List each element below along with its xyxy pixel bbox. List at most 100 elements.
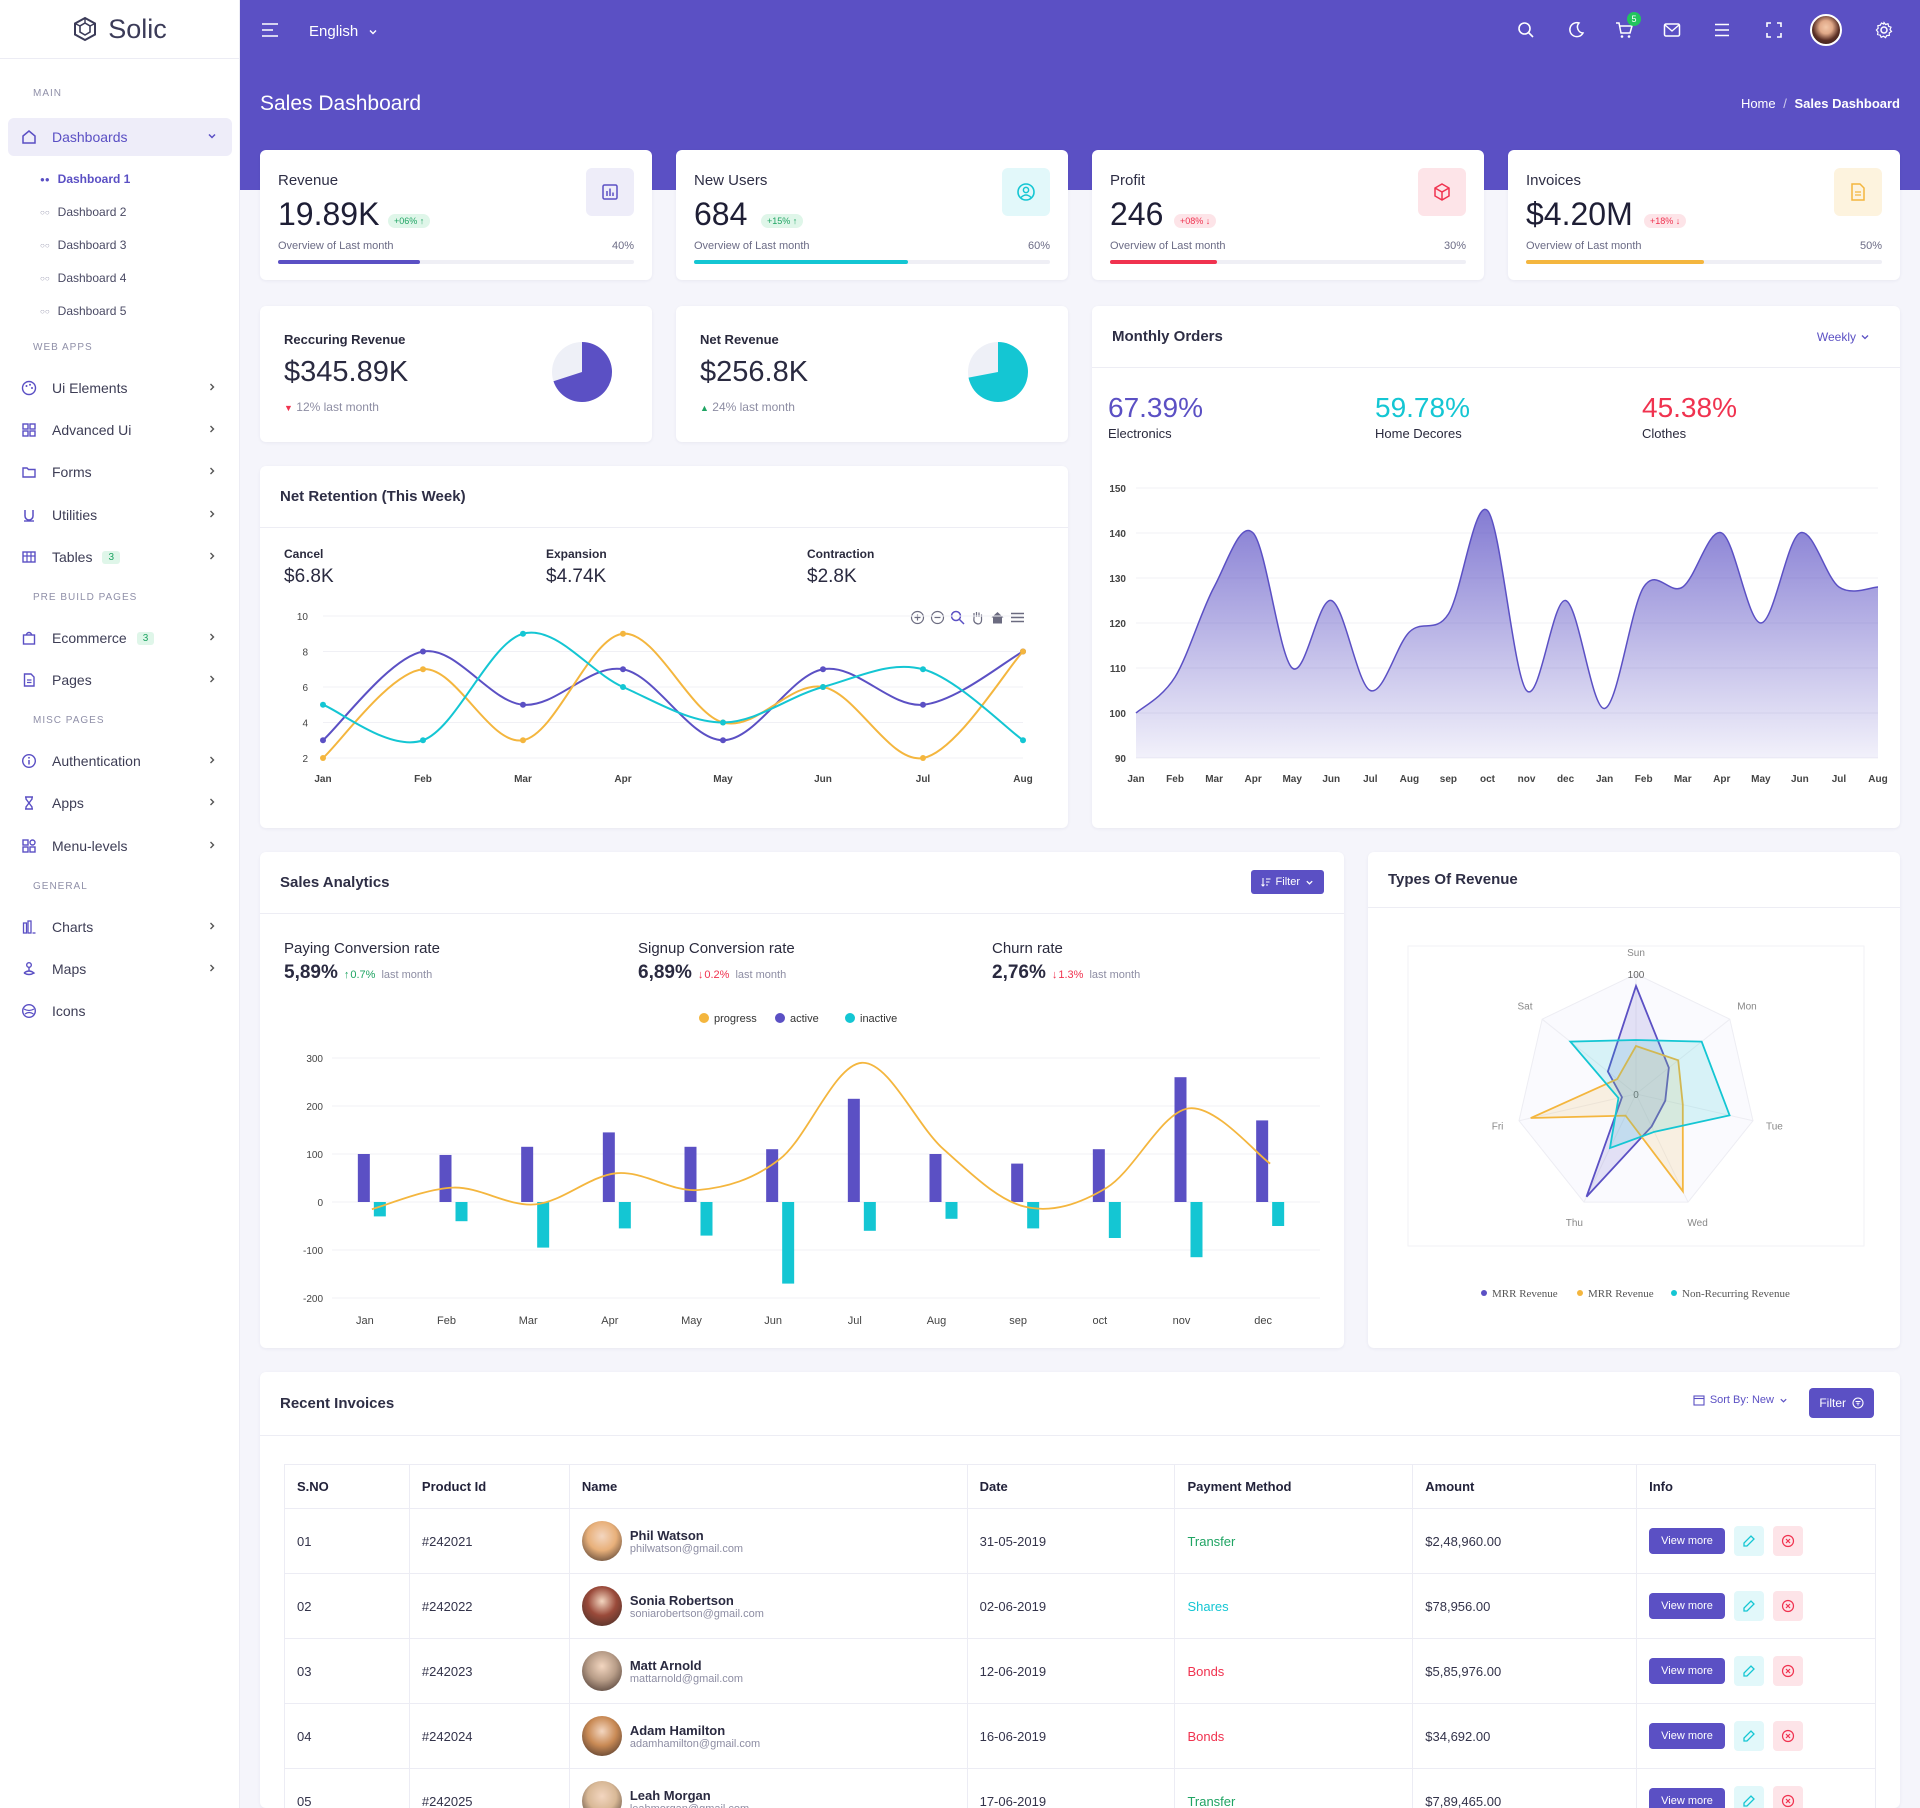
cell-name: Sonia Robertson soniarobertson@gmail.com xyxy=(569,1573,968,1639)
view-more-button[interactable]: View more xyxy=(1649,1593,1725,1619)
edit-icon[interactable] xyxy=(1733,1786,1764,1808)
edit-icon[interactable] xyxy=(1733,1591,1764,1621)
col-header: Date xyxy=(967,1464,1176,1509)
pie-slice xyxy=(968,342,1028,402)
bar-inactive xyxy=(1108,1202,1121,1238)
cell-payment-method: Bonds xyxy=(1174,1638,1414,1704)
app-name: Solic xyxy=(108,13,167,44)
sidebar-item-advanced-ui[interactable]: Advanced Ui xyxy=(8,411,232,449)
customer-email: mattarnold@gmail.com xyxy=(629,1672,744,1685)
kpi-progress-track xyxy=(278,260,634,264)
y-tick-label: 130 xyxy=(1109,574,1126,585)
arrow-down-icon: ▼ xyxy=(284,403,293,413)
edit-icon[interactable] xyxy=(1733,1656,1764,1686)
sidebar-subitem-dashboard-2[interactable]: ○○ Dashboard 2 xyxy=(40,205,126,219)
menu-toggle-icon[interactable] xyxy=(260,20,280,40)
search-icon[interactable] xyxy=(1516,20,1536,40)
table-header-row: S.NO Product Id Name Date Payment Method… xyxy=(284,1464,1876,1509)
radar-spoke xyxy=(1635,1093,1754,1122)
y-tick-label: 110 xyxy=(1110,664,1127,675)
view-more-button[interactable]: View more xyxy=(1649,1528,1725,1554)
recent-invoices-card: Recent Invoices Sort By: New Filter S.NO… xyxy=(260,1372,1900,1808)
sidebar-item-dashboards[interactable]: Dashboards xyxy=(8,118,232,156)
sidebar-item-ui-elements[interactable]: Ui Elements xyxy=(8,369,232,407)
data-point xyxy=(320,737,326,744)
sidebar-item-maps[interactable]: Maps xyxy=(8,950,232,988)
edit-icon[interactable] xyxy=(1733,1526,1764,1556)
filter-circle-icon xyxy=(1852,1397,1864,1409)
sidebar-subitem-dashboard-5[interactable]: ○○ Dashboard 5 xyxy=(40,304,126,318)
chevron-right-icon xyxy=(206,422,218,438)
mail-icon[interactable] xyxy=(1662,20,1682,40)
logo[interactable]: Solic xyxy=(0,0,239,59)
sidebar-subitem-dashboard-3[interactable]: ○○ Dashboard 3 xyxy=(40,238,126,252)
list-icon[interactable] xyxy=(1712,20,1732,40)
sidebar-subitem-dashboard-4[interactable]: ○○ Dashboard 4 xyxy=(40,271,126,285)
home-icon[interactable] xyxy=(990,610,1005,625)
sidebar-item-pages[interactable]: Pages xyxy=(8,661,232,699)
sidebar-item-label: Ui Elements xyxy=(52,380,128,396)
col-header: Amount xyxy=(1412,1464,1638,1509)
stat-change: 1.3% xyxy=(1058,969,1084,981)
radar-axis-label: Wed xyxy=(1687,1218,1707,1229)
sidebar-item-menu-levels[interactable]: Menu-levels xyxy=(8,827,232,865)
dot-icon: ●● xyxy=(40,174,50,184)
sidebar-item-utilities[interactable]: Utilities xyxy=(8,496,232,534)
cell-sno: 05 xyxy=(284,1768,410,1808)
sort-dropdown[interactable]: Sort By: New xyxy=(1693,1394,1788,1406)
sidebar-subitem-dashboard-1[interactable]: ●● Dashboard 1 xyxy=(40,172,130,186)
breadcrumb-home[interactable]: Home xyxy=(1740,96,1776,111)
section-main: MAIN xyxy=(33,88,62,99)
monthly-orders-chart: 90 100 110 120 130 140 150 Jan Feb Mar Apr May Jun Ju… xyxy=(1109,484,1887,785)
legend-marker xyxy=(1577,1290,1583,1296)
gear-icon[interactable] xyxy=(1874,20,1894,40)
view-more-button[interactable]: View more xyxy=(1649,1788,1725,1808)
view-more-button[interactable]: View more xyxy=(1649,1658,1725,1684)
filter-button[interactable]: Filter xyxy=(1250,870,1324,894)
card-note: 24% last month xyxy=(712,400,795,414)
monthly-orders-card: Monthly Orders Weekly 67.39% Electronics… xyxy=(1092,306,1900,828)
moon-icon[interactable] xyxy=(1566,20,1586,40)
weekly-dropdown[interactable]: Weekly xyxy=(1817,330,1870,344)
chevron-down-icon xyxy=(369,29,377,34)
sidebar-item-apps[interactable]: Apps xyxy=(8,784,232,822)
sidebar-item-tables[interactable]: Tables 3 xyxy=(8,538,232,576)
fullscreen-icon[interactable] xyxy=(1764,20,1784,40)
zoom-out-icon[interactable] xyxy=(930,610,945,625)
arrow-up-icon: ▲ xyxy=(700,403,709,413)
legend-label: inactive xyxy=(860,1013,897,1025)
data-point xyxy=(520,630,526,637)
delete-icon[interactable] xyxy=(1772,1656,1803,1686)
sidebar-item-authentication[interactable]: Authentication xyxy=(8,742,232,780)
button-label: Filter xyxy=(1275,876,1300,888)
x-tick-label: Jan xyxy=(1596,774,1613,785)
menu-icon[interactable] xyxy=(1010,610,1025,625)
cell-info: View more xyxy=(1636,1703,1876,1769)
x-tick-label: nov xyxy=(1173,1315,1191,1327)
col-header: Product Id xyxy=(409,1464,570,1509)
view-more-button[interactable]: View more xyxy=(1649,1723,1725,1749)
recurring-revenue-card: Reccuring Revenue $345.89K ▼ 12% last mo… xyxy=(260,306,652,442)
stat-value: 45.38% xyxy=(1642,392,1737,423)
delete-icon[interactable] xyxy=(1772,1526,1803,1556)
cell-date: 16-06-2019 xyxy=(967,1703,1176,1769)
delete-icon[interactable] xyxy=(1772,1786,1803,1808)
sidebar-item-charts[interactable]: Charts xyxy=(8,908,232,946)
sidebar-item-icons[interactable]: Icons xyxy=(8,992,232,1030)
card-title: Sales Analytics xyxy=(260,852,1344,914)
invoices-filter-button[interactable]: Filter xyxy=(1809,1388,1874,1418)
avatar[interactable] xyxy=(1810,14,1842,46)
bar-inactive xyxy=(537,1202,550,1248)
delete-icon[interactable] xyxy=(1772,1721,1803,1751)
stat-label: Contraction xyxy=(807,547,875,561)
cell-product-id: #242025 xyxy=(409,1768,570,1808)
cart-icon[interactable] xyxy=(1614,20,1634,40)
x-tick-label: Mar xyxy=(519,1315,538,1327)
sidebar-item-forms[interactable]: Forms xyxy=(8,453,232,491)
language-select[interactable]: English xyxy=(309,23,378,40)
kpi-change: +15% ↑ xyxy=(761,214,804,228)
sidebar-item-ecommerce[interactable]: Ecommerce 3 xyxy=(8,619,232,657)
kpi-percent: 60% xyxy=(1027,240,1050,252)
delete-icon[interactable] xyxy=(1772,1591,1803,1621)
edit-icon[interactable] xyxy=(1733,1721,1764,1751)
